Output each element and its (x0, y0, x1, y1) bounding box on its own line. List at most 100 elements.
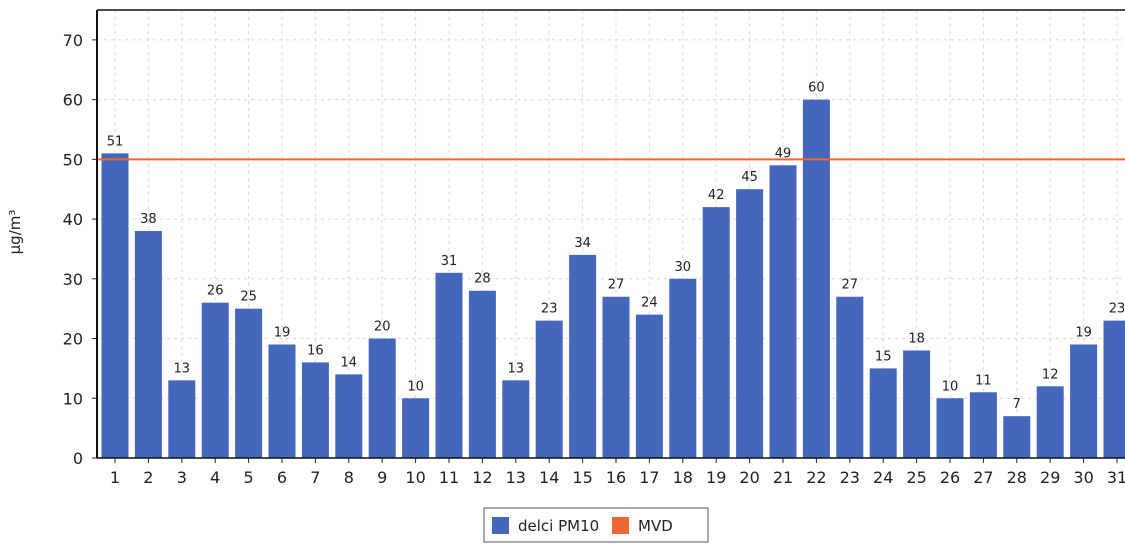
x-tick-label-19: 19 (706, 468, 726, 487)
bar-13 (502, 380, 530, 458)
y-tick-label: 70 (63, 31, 83, 50)
data-label-26: 10 (942, 379, 959, 394)
bar-24 (869, 368, 897, 458)
data-label-3: 13 (174, 361, 191, 376)
data-label-8: 14 (341, 355, 358, 370)
bar-15 (569, 254, 597, 458)
bar-5 (235, 308, 263, 458)
y-tick-label: 20 (63, 330, 83, 349)
data-label-11: 31 (441, 254, 458, 269)
x-tick-label-8: 8 (344, 468, 354, 487)
x-tick-label-2: 2 (143, 468, 153, 487)
data-label-30: 19 (1075, 326, 1092, 341)
bar-19 (702, 207, 730, 458)
bar-3 (168, 380, 196, 458)
bar-4 (201, 302, 229, 458)
bar-16 (602, 296, 630, 458)
legend-label-1: MVD (638, 517, 673, 535)
data-label-6: 19 (274, 326, 291, 341)
x-tick-label-24: 24 (873, 468, 893, 487)
y-tick-label: 50 (63, 150, 83, 169)
data-label-28: 7 (1013, 397, 1021, 412)
bar-2 (134, 231, 162, 458)
data-label-10: 10 (407, 379, 424, 394)
x-tick-label-7: 7 (310, 468, 320, 487)
data-label-1: 51 (107, 134, 124, 149)
x-tick-label-28: 28 (1007, 468, 1027, 487)
x-tick-label-15: 15 (572, 468, 592, 487)
legend-box (483, 507, 709, 543)
data-label-5: 25 (240, 290, 257, 305)
bar-7 (301, 362, 329, 458)
x-tick-label-13: 13 (506, 468, 526, 487)
x-tick-label-31: 31 (1107, 468, 1125, 487)
bar-28 (1003, 416, 1031, 458)
legend-swatch-1 (612, 517, 629, 534)
data-label-16: 27 (608, 278, 625, 293)
bar-10 (402, 398, 430, 458)
bar-27 (969, 392, 997, 458)
legend-label-0: delci PM10 (518, 517, 599, 535)
bar-9 (368, 338, 396, 458)
bar-18 (669, 278, 697, 458)
bar-20 (736, 189, 764, 458)
y-tick-label: 30 (63, 270, 83, 289)
x-tick-label-1: 1 (110, 468, 120, 487)
data-label-18: 30 (675, 260, 692, 275)
x-tick-label-26: 26 (940, 468, 960, 487)
x-tick-label-10: 10 (405, 468, 425, 487)
x-tick-label-16: 16 (606, 468, 626, 487)
x-tick-label-23: 23 (840, 468, 860, 487)
data-label-25: 18 (908, 331, 925, 346)
data-label-23: 27 (842, 278, 859, 293)
bar-22 (802, 99, 830, 458)
data-label-15: 34 (574, 236, 591, 251)
data-label-7: 16 (307, 343, 324, 358)
data-label-19: 42 (708, 188, 725, 203)
data-label-9: 20 (374, 320, 391, 335)
x-tick-label-18: 18 (673, 468, 693, 487)
bar-12 (468, 290, 496, 458)
x-tick-label-3: 3 (177, 468, 187, 487)
bar-11 (435, 272, 463, 458)
y-tick-label: 60 (63, 91, 83, 110)
data-label-4: 26 (207, 284, 224, 299)
y-tick-label: 10 (63, 389, 83, 408)
bar-30 (1070, 344, 1098, 458)
x-tick-label-21: 21 (773, 468, 793, 487)
x-tick-label-14: 14 (539, 468, 559, 487)
x-tick-label-20: 20 (739, 468, 759, 487)
bar-8 (335, 374, 363, 458)
bar-26 (936, 398, 964, 458)
bar-17 (635, 314, 663, 458)
bar-29 (1036, 386, 1064, 458)
x-tick-label-12: 12 (472, 468, 492, 487)
data-label-22: 60 (808, 81, 825, 96)
x-tick-label-6: 6 (277, 468, 287, 487)
x-tick-label-9: 9 (377, 468, 387, 487)
data-label-27: 11 (975, 373, 992, 388)
data-label-21: 49 (775, 146, 792, 161)
bar-25 (903, 350, 931, 458)
legend: delci PM10 MVD (483, 507, 709, 543)
bars (101, 99, 1125, 459)
x-tick-label-22: 22 (806, 468, 826, 487)
data-labels: 51 38 13 26 25 19 16 14 20 10 31 28 13 23 34 27 24 30 42 45… (107, 81, 1125, 413)
y-tick-label: 0 (73, 449, 83, 468)
data-label-12: 28 (474, 272, 491, 287)
bar-21 (769, 165, 797, 458)
bar-14 (535, 320, 563, 458)
x-tick-label-11: 11 (439, 468, 459, 487)
y-axis-title: µg/m³ (6, 210, 24, 255)
bar-1 (101, 153, 129, 459)
data-label-24: 15 (875, 349, 892, 364)
bar-23 (836, 296, 864, 458)
y-tick-label: 40 (63, 210, 83, 229)
data-label-31: 23 (1109, 302, 1125, 317)
data-label-29: 12 (1042, 367, 1059, 382)
legend-swatch-0 (492, 517, 509, 534)
x-tick-label-5: 5 (244, 468, 254, 487)
